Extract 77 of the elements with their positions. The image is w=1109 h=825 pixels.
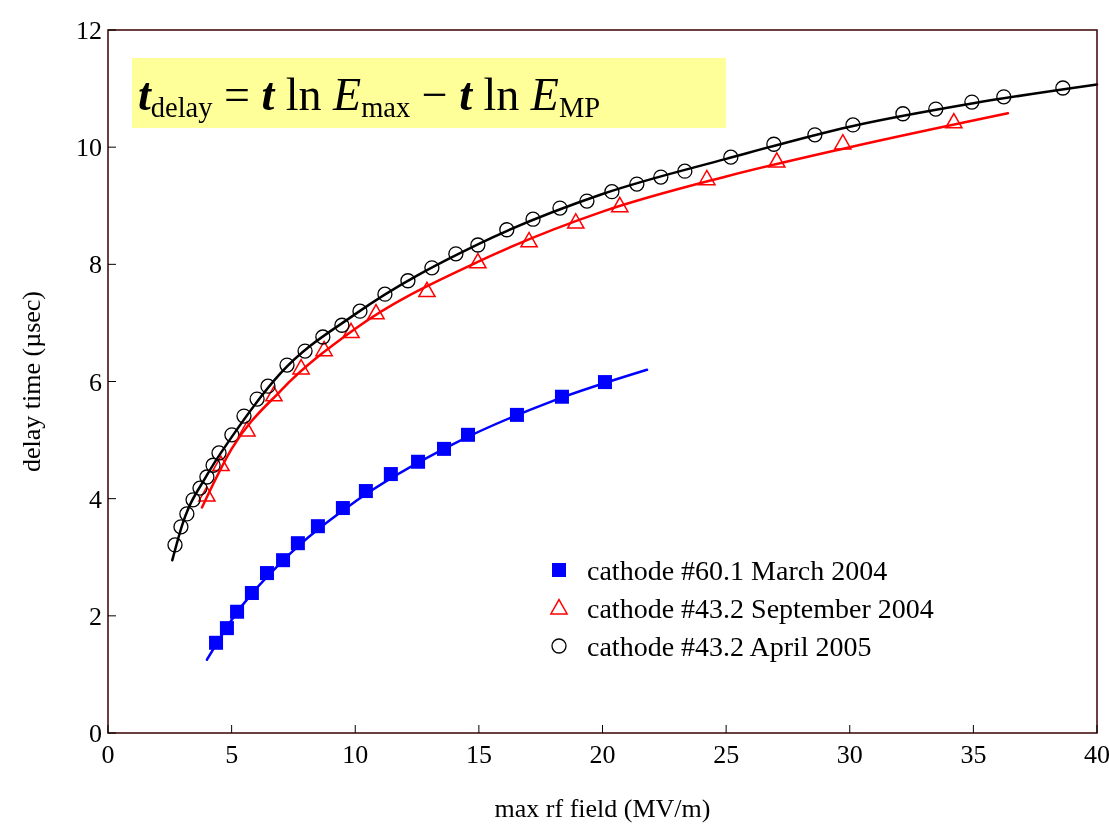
point bbox=[579, 193, 595, 209]
point bbox=[265, 385, 283, 402]
legend-label: cathode #43.2 September 2004 bbox=[587, 593, 934, 624]
x-tick-label: 25 bbox=[713, 740, 740, 769]
y-tick-label: 0 bbox=[89, 719, 102, 748]
point bbox=[199, 469, 215, 485]
point bbox=[944, 112, 963, 129]
x-tick-label: 35 bbox=[960, 740, 987, 769]
point bbox=[520, 231, 538, 248]
point bbox=[1055, 80, 1071, 96]
point bbox=[845, 117, 861, 133]
x-tick-label: 40 bbox=[1084, 740, 1109, 769]
point bbox=[697, 169, 716, 186]
y-tick-label: 4 bbox=[89, 484, 102, 514]
point bbox=[173, 519, 189, 535]
point bbox=[470, 237, 486, 253]
point bbox=[212, 455, 230, 472]
point bbox=[315, 340, 333, 357]
point bbox=[260, 378, 276, 394]
point bbox=[499, 222, 515, 238]
y-tick-label: 8 bbox=[89, 250, 102, 280]
point bbox=[833, 133, 852, 150]
point bbox=[653, 169, 669, 185]
x-tick-label: 15 bbox=[465, 740, 492, 769]
point bbox=[167, 537, 183, 553]
point bbox=[807, 127, 823, 143]
point bbox=[424, 260, 440, 276]
point bbox=[315, 329, 331, 345]
point bbox=[610, 196, 629, 213]
x-axis-title: max rf field (MV/m) bbox=[494, 794, 711, 823]
y-axis-title: delay time (µsec) bbox=[17, 290, 46, 473]
point bbox=[400, 273, 416, 289]
point bbox=[552, 200, 568, 216]
point bbox=[342, 322, 360, 339]
point bbox=[236, 408, 252, 424]
x-tick-label: 10 bbox=[342, 740, 369, 769]
point bbox=[469, 252, 487, 269]
point bbox=[604, 184, 620, 200]
x-tick-label: 5 bbox=[225, 740, 239, 769]
x-tick-label: 20 bbox=[589, 740, 616, 769]
point bbox=[205, 457, 221, 473]
y-tick-label: 6 bbox=[89, 367, 102, 397]
point bbox=[928, 101, 944, 117]
point bbox=[677, 163, 693, 179]
point bbox=[895, 106, 911, 122]
point bbox=[334, 317, 350, 333]
point bbox=[377, 286, 393, 302]
y-tick-label: 12 bbox=[76, 16, 102, 45]
point bbox=[211, 445, 227, 461]
point bbox=[996, 89, 1012, 105]
y-tick-label: 2 bbox=[89, 601, 102, 631]
point bbox=[448, 246, 464, 262]
point bbox=[292, 358, 310, 375]
point bbox=[297, 343, 313, 359]
y-tick-label: 10 bbox=[76, 133, 102, 163]
point bbox=[629, 176, 645, 192]
point bbox=[238, 420, 256, 437]
point bbox=[192, 480, 208, 496]
x-tick-label: 30 bbox=[836, 740, 863, 769]
point bbox=[525, 211, 541, 227]
text: t$_{delay}$ = t ln E$_{max}$ − t ln E$_{MP}$ bbox=[138, 69, 601, 124]
point bbox=[766, 136, 782, 152]
point bbox=[723, 149, 739, 165]
legend-label: cathode #60.1 March 2004 bbox=[587, 555, 888, 586]
point bbox=[249, 391, 265, 407]
point bbox=[185, 492, 201, 508]
point bbox=[767, 152, 786, 168]
point bbox=[352, 303, 368, 319]
point bbox=[964, 94, 980, 110]
point bbox=[367, 303, 385, 320]
point bbox=[224, 427, 240, 443]
point bbox=[198, 486, 216, 502]
point bbox=[179, 506, 195, 522]
legend-label: cathode #43.2 April 2005 bbox=[587, 631, 872, 662]
point bbox=[279, 357, 295, 373]
point bbox=[566, 213, 585, 229]
point bbox=[418, 281, 436, 298]
